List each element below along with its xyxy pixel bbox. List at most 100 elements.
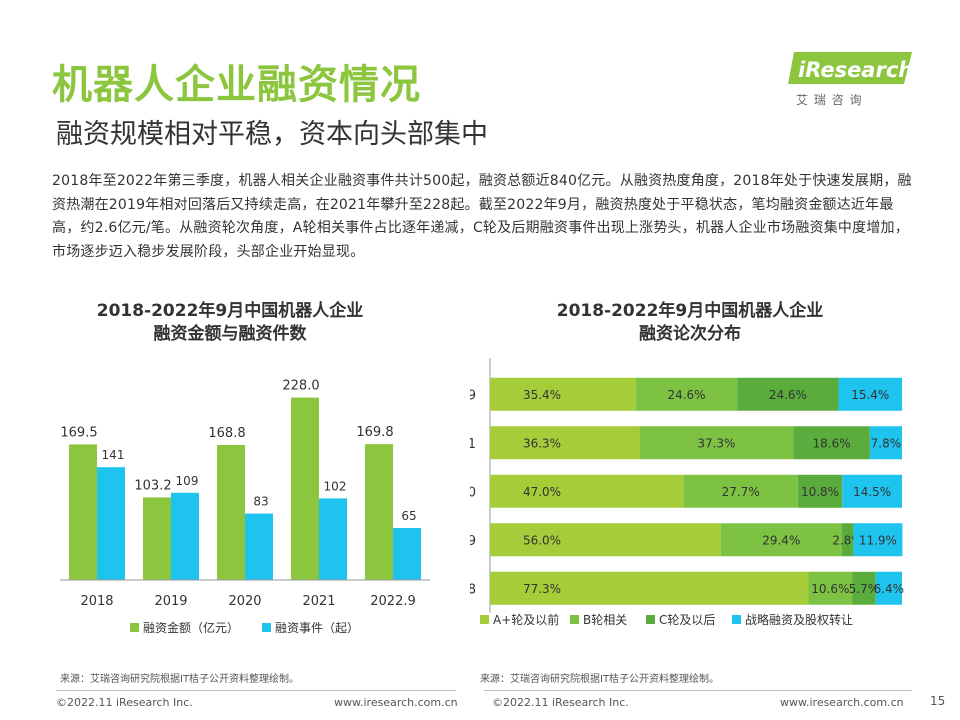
x-tick-label: 2021 <box>302 594 335 609</box>
data-label-count-2018: 141 <box>102 448 125 462</box>
legend-label-0: 融资金额（亿元） <box>143 620 239 635</box>
segment-label-0-2020: 47.0% <box>523 485 561 499</box>
segment-0-2021 <box>490 426 640 460</box>
logo-tagline: 艾 瑞 咨 询 <box>796 92 862 107</box>
segment-label-1-2020: 27.7% <box>722 485 760 499</box>
segment-label-2-2021: 18.6% <box>812 436 850 450</box>
footer-divider-right <box>484 690 912 691</box>
legend-swatch-3 <box>732 615 741 624</box>
legend-label-0: A+轮及以前 <box>493 612 559 627</box>
segment-1-2020 <box>683 474 798 508</box>
bar-count-2022.9 <box>393 528 421 580</box>
footer-divider-left <box>56 690 456 691</box>
bar-count-2021 <box>319 498 347 580</box>
segment-label-3-2022.9: 15.4% <box>851 388 889 402</box>
data-label-count-2020: 83 <box>253 495 268 509</box>
segment-label-3-2021: 7.8% <box>871 436 902 450</box>
page-subtitle: 融资规模相对平稳，资本向头部集中 <box>56 119 488 150</box>
legend-swatch-0 <box>130 623 139 632</box>
segment-0-2018 <box>490 571 809 605</box>
legend-swatch-1 <box>262 623 271 632</box>
footer-url-left[interactable]: www.iresearch.com.cn <box>334 696 458 709</box>
legend-label-3: 战略融资及股权转让 <box>745 612 853 627</box>
logo-shape <box>788 52 912 84</box>
segment-label-2-2022.9: 24.6% <box>769 388 807 402</box>
data-label-count-2022.9: 65 <box>401 509 416 523</box>
page-title: 机器人企业融资情况 <box>52 62 421 108</box>
segment-2-2022.9 <box>737 377 839 411</box>
legend-label-1: B轮相关 <box>583 613 627 627</box>
logo-brand: iResearch <box>798 58 913 82</box>
x-tick-label: 2019 <box>154 594 187 609</box>
right-chart-title-line1: 2018-2022年9月中国机器人企业 <box>556 301 824 321</box>
segment-0-2020 <box>490 474 684 508</box>
page-number: 15 <box>930 694 946 708</box>
segment-2-2019 <box>841 523 854 557</box>
segment-label-3-2020: 14.5% <box>853 485 891 499</box>
bar-count-2018 <box>97 467 125 580</box>
summary-paragraph: 2018年至2022年第三季度，机器人相关企业融资事件共计500起，融资总额近8… <box>52 173 912 260</box>
segment-label-0-2019: 56.0% <box>523 533 561 547</box>
footer-url-right[interactable]: www.iresearch.com.cn <box>780 696 904 709</box>
y-tick-label: 2020 <box>470 485 476 500</box>
bar-amount-2020 <box>217 444 245 580</box>
legend-swatch-0 <box>480 615 489 624</box>
right-chart-title-line2: 融资论次分布 <box>639 324 741 344</box>
segment-label-0-2018: 77.3% <box>523 582 561 596</box>
segment-2-2021 <box>793 426 870 460</box>
bar-amount-2021 <box>291 397 319 580</box>
bar-amount-2018 <box>69 444 97 580</box>
data-label-amount-2022.9: 169.8 <box>356 425 393 440</box>
segment-label-1-2018: 10.6% <box>811 582 849 596</box>
segment-3-2019 <box>853 523 903 557</box>
segment-3-2018 <box>875 571 902 605</box>
segment-label-2-2018: 5.7% <box>849 582 880 596</box>
segment-3-2020 <box>842 474 902 508</box>
segment-0-2022.9 <box>490 377 636 411</box>
funding-amount-count-chart: 169.5 141 2018 103.2 109 2019 168.8 83 2020 228.0… <box>60 379 430 635</box>
legend-swatch-2 <box>646 615 655 624</box>
legend-label-1: 融资事件（起） <box>275 621 359 635</box>
y-tick-label: 2019 <box>470 534 476 549</box>
source-note-right: 来源：艾瑞咨询研究院根据IT桔子公开资料整理绘制。 <box>480 674 720 685</box>
data-label-count-2019: 109 <box>176 474 199 488</box>
y-tick-label: 2021 <box>470 437 476 452</box>
y-tick-label: 2018 <box>470 582 476 597</box>
segment-1-2021 <box>639 426 794 460</box>
segment-label-3-2018: 6.4% <box>874 582 905 596</box>
funding-round-distribution-chart: 2022.9 35.4% 24.6% 24.6% 15.4% 2021 36.3% 37.3%… <box>470 358 905 627</box>
y-tick-label: 2022.9 <box>470 388 476 403</box>
left-chart-title-line1: 2018-2022年9月中国机器人企业 <box>96 301 364 321</box>
segment-label-0-2022.9: 35.4% <box>523 388 561 402</box>
data-label-amount-2020: 168.8 <box>208 426 245 441</box>
segment-2-2020 <box>797 474 843 508</box>
data-label-count-2021: 102 <box>324 479 347 493</box>
segment-1-2019 <box>720 523 842 557</box>
legend-label-2: C轮及以后 <box>659 613 715 627</box>
segment-1-2022.9 <box>635 377 738 411</box>
x-tick-label: 2018 <box>80 594 113 609</box>
data-label-amount-2019: 103.2 <box>134 478 171 493</box>
footer-copyright-left: ©2022.11 iResearch Inc. <box>56 696 193 709</box>
left-chart-title-line2: 融资金额与融资件数 <box>153 324 307 344</box>
footer-copyright-right: ©2022.11 iResearch Inc. <box>492 696 629 709</box>
segment-label-1-2019: 29.4% <box>762 533 800 547</box>
segment-label-3-2019: 11.9% <box>859 533 897 547</box>
data-label-amount-2021: 228.0 <box>282 379 319 394</box>
x-tick-label: 2020 <box>228 594 261 609</box>
bar-count-2019 <box>171 492 199 580</box>
segment-3-2022.9 <box>838 377 902 411</box>
segment-label-0-2021: 36.3% <box>523 436 561 450</box>
source-note-left: 来源：艾瑞咨询研究院根据IT桔子公开资料整理绘制。 <box>60 674 300 685</box>
legend-swatch-1 <box>570 615 579 624</box>
x-tick-label: 2022.9 <box>370 594 416 609</box>
data-label-amount-2018: 169.5 <box>60 425 97 440</box>
right-chart-title: 2018-2022年9月中国机器人企业 融资论次分布 <box>520 300 860 346</box>
segment-1-2018 <box>808 571 853 605</box>
segment-0-2019 <box>490 523 721 557</box>
iresearch-logo: iResearch 艾 瑞 咨 询 <box>784 48 914 108</box>
bar-amount-2022.9 <box>365 444 393 580</box>
segment-label-1-2021: 37.3% <box>697 436 735 450</box>
bar-count-2020 <box>245 513 273 580</box>
left-chart-title: 2018-2022年9月中国机器人企业 融资金额与融资件数 <box>60 300 400 346</box>
